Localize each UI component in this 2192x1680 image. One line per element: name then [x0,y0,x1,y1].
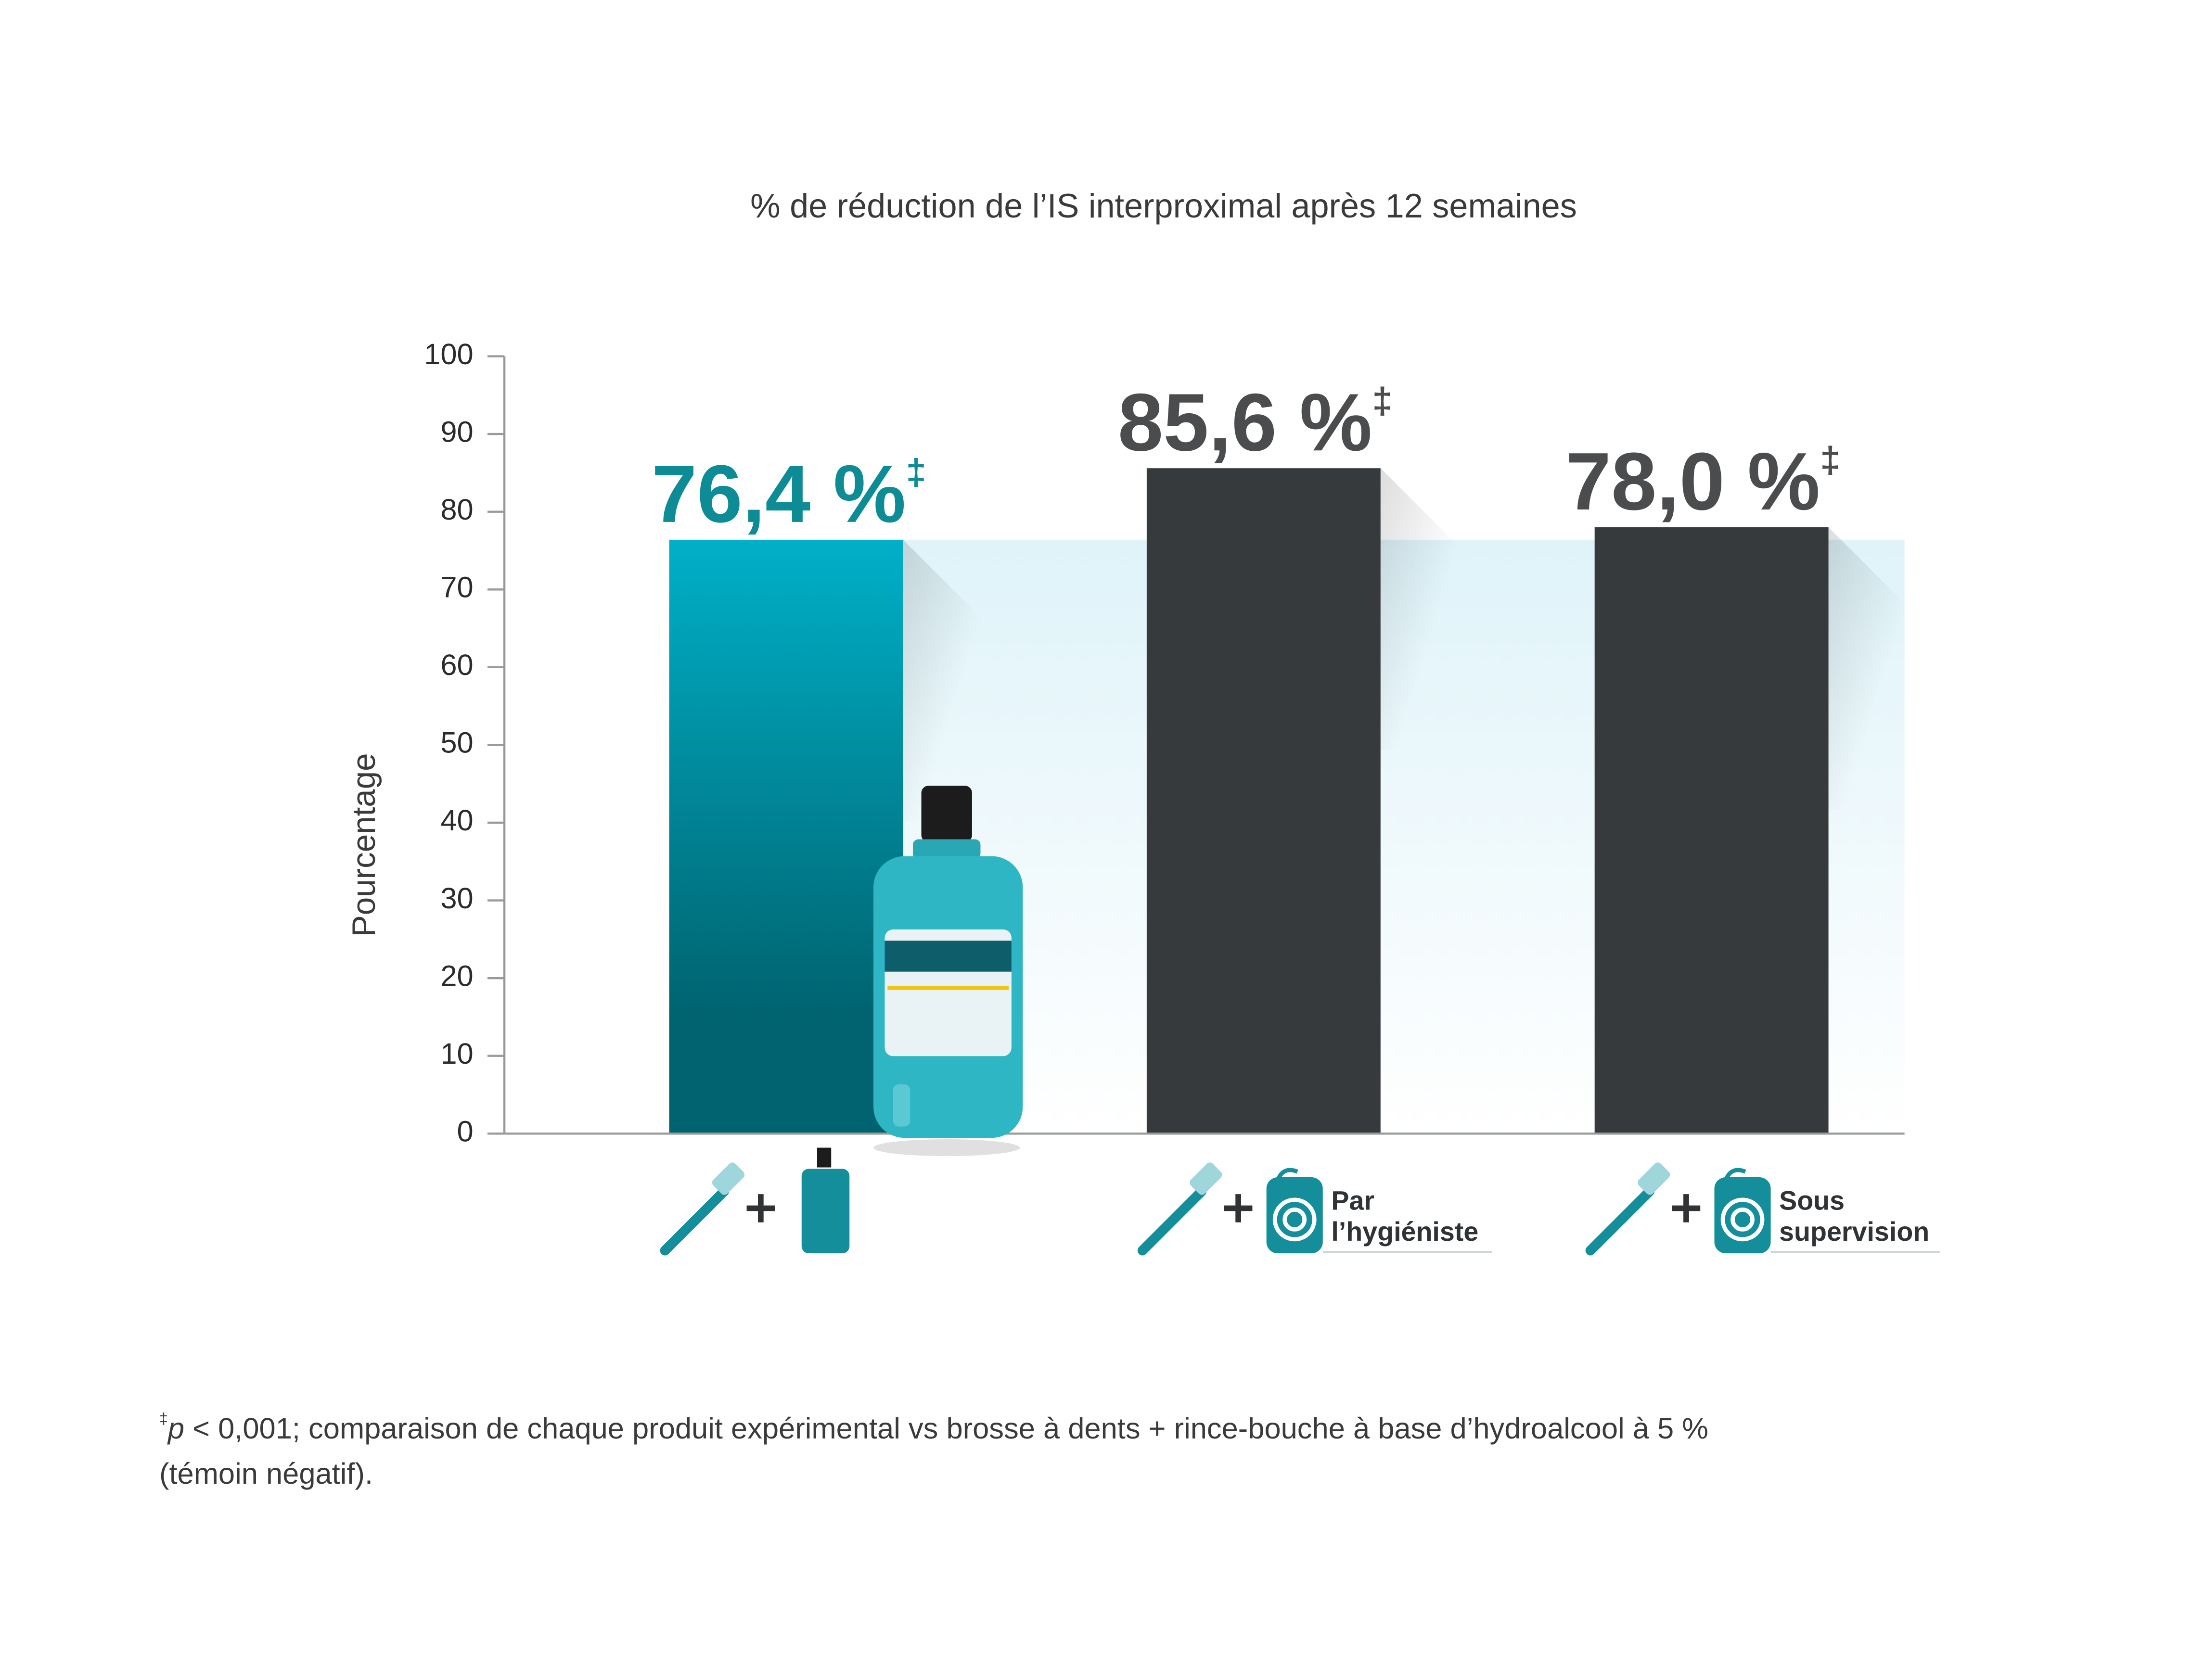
y-tick-label: 70 [440,571,473,604]
x-tick-label: Par l’hygiéniste [1331,1185,1478,1246]
plus-icon [746,1194,775,1222]
footnote-marker: ‡ [159,1410,168,1427]
bar [1594,527,1829,1134]
bar [1146,468,1381,1134]
value-label-marker: ‡ [1820,439,1840,480]
bottle-cap [817,1147,832,1168]
value-label-text: 85,6 % [1118,376,1372,468]
chart-title: % de réduction de l’IS interproximal apr… [750,187,1577,225]
value-label-marker: ‡ [906,452,926,493]
y-tick-label: 100 [424,338,474,371]
x-tick-label-line: supervision [1779,1217,1929,1247]
value-label-text: 78,0 % [1566,435,1820,527]
y-tick-label: 0 [457,1115,474,1148]
value-label: 78,0 %‡ [1566,435,1841,527]
y-tick-label: 30 [440,882,473,915]
bottle-icon [801,1169,850,1254]
toothbrush-head [1638,1162,1670,1195]
y-tick-label: 40 [440,804,473,837]
product-bottle [873,786,1023,1157]
footnote: ‡p < 0,001; comparaison de chaque produi… [159,1410,1708,1445]
floss-ring [1720,1197,1765,1242]
floss-thread [1276,1168,1298,1181]
footnote-line: (témoin négatif). [159,1457,373,1490]
bar [669,539,903,1134]
y-tick-label: 20 [440,959,473,993]
y-tick-label: 90 [440,415,473,448]
value-label-text: 76,4 % [652,448,906,539]
y-tick-label: 60 [440,649,473,682]
value-label-marker: ‡ [1372,381,1392,421]
floss-ring [1731,1207,1755,1232]
y-tick-label: 10 [440,1037,473,1070]
toothbrush-icon [660,1186,729,1256]
toothbrush-head [712,1162,745,1195]
toothbrush-icon [1137,1186,1207,1256]
y-tick-label: 80 [440,493,473,526]
x-tick-label-line: Par [1331,1185,1374,1215]
x-tick-label-line: Sous [1779,1185,1845,1215]
bar-shadow [903,539,988,822]
bar-shadow [1828,527,1913,809]
footnote-text: < 0,001; comparaison de chaque produit e… [184,1412,1708,1445]
plus-icon [1672,1194,1701,1222]
value-label: 76,4 %‡ [652,448,926,539]
toothbrush-icon [1585,1186,1655,1256]
y-tick-label: 50 [440,726,473,760]
x-tick-label-line: l’hygiéniste [1331,1217,1478,1247]
value-label: 85,6 %‡ [1118,376,1393,468]
floss-ring [1282,1207,1307,1232]
floss-thread [1723,1168,1746,1181]
toothbrush-head [1190,1162,1222,1195]
y-axis-label: Pourcentage [346,753,382,937]
plus-icon [1224,1194,1253,1222]
bar-shadow [1380,468,1465,750]
footnote-italic: p [167,1412,184,1445]
x-tick-label: Sous supervision [1779,1185,1929,1246]
floss-ring [1272,1197,1317,1242]
category-icons: Par l’hygiéniste Sous supervision [660,1147,1940,1256]
